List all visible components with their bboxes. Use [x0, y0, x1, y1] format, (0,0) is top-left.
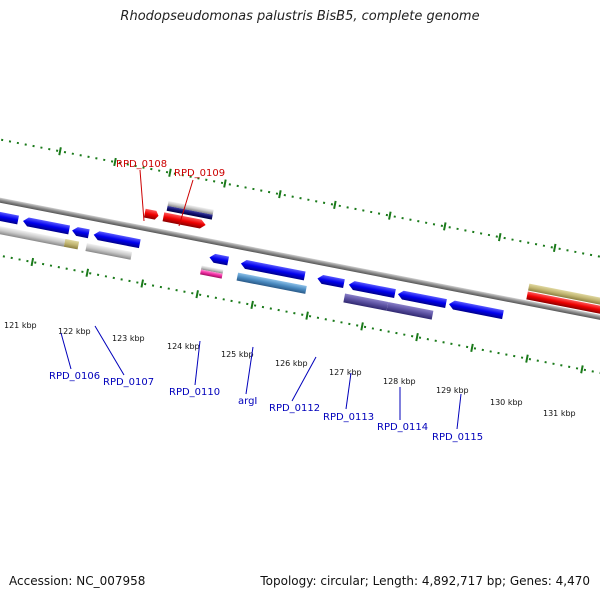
- ruler-label-124: 124 kbp: [167, 342, 200, 351]
- gene-rpd-0114-feature[interactable]: [386, 301, 434, 320]
- gene-left-arrow-2[interactable]: [71, 226, 90, 239]
- gene-label-rpd-0107[interactable]: RPD_0107: [103, 377, 154, 388]
- gene-rpd-0109-arrow[interactable]: [162, 212, 207, 229]
- gene-rpd-0110-pink-feature[interactable]: [200, 269, 223, 279]
- genome-backbone: [0, 188, 600, 336]
- ruler-label-130: 130 kbp: [490, 398, 523, 407]
- genome-title: Rhodopseudomonas palustris BisB5, comple…: [120, 9, 480, 24]
- gene-argi-arrow[interactable]: [240, 259, 306, 281]
- ruler-label-123: 123 kbp: [112, 334, 145, 343]
- gene-right-red-arrow[interactable]: [526, 291, 600, 317]
- gene-rpd-0108-feature[interactable]: [166, 205, 213, 220]
- ruler-kbp-labels: 121 kbp 122 kbp 123 kbp 124 kbp 125 kbp …: [4, 321, 576, 418]
- gene-label-rpd-0110[interactable]: RPD_0110: [169, 387, 220, 398]
- gene-rpd-0115-arrow[interactable]: [448, 300, 504, 320]
- gene-rpd-0107-arrow[interactable]: [93, 230, 141, 249]
- gene-rpd-0108-arrow[interactable]: [143, 208, 159, 221]
- gene-label-rpd-0112[interactable]: RPD_0112: [269, 403, 320, 414]
- ruler-label-131: 131 kbp: [543, 409, 576, 418]
- gene-rpd-0106-feature[interactable]: [0, 223, 66, 247]
- gene-rpd-0106-olive-feature[interactable]: [63, 238, 80, 250]
- gene-argi-feature[interactable]: [236, 272, 307, 294]
- gene-rpd-0107-feature[interactable]: [85, 243, 133, 260]
- gene-right-olive-feature[interactable]: [528, 283, 600, 308]
- gene-label-rpd-0114[interactable]: RPD_0114: [377, 422, 428, 433]
- gene-rpd-0110-arrow[interactable]: [209, 253, 230, 266]
- accession-label: Accession: NC_007958: [9, 574, 146, 588]
- ruler-label-128: 128 kbp: [383, 377, 416, 386]
- ruler-outer-major-ticks: [58, 147, 557, 252]
- ruler-inner-major-ticks: [30, 257, 584, 374]
- gene-label-rpd-0109[interactable]: RPD_0109: [174, 168, 225, 179]
- gene-rpd-0113-feature[interactable]: [343, 293, 389, 311]
- ruler-label-125: 125 kbp: [221, 350, 254, 359]
- gene-rpd-0113-arrow[interactable]: [348, 280, 396, 299]
- gene-rpd-0112-arrow[interactable]: [317, 274, 345, 289]
- rotated-map-frame: [0, 135, 600, 384]
- ruler-label-127: 127 kbp: [329, 368, 362, 377]
- gene-label-rpd-0115[interactable]: RPD_0115: [432, 432, 483, 443]
- gene-rpd-0108-cds-feature[interactable]: [167, 200, 214, 215]
- ruler-label-126: 126 kbp: [275, 359, 308, 368]
- gene-callout-lines: [60, 169, 462, 430]
- ruler-label-122: 122 kbp: [58, 327, 91, 336]
- gene-label-rpd-0113[interactable]: RPD_0113: [323, 412, 374, 423]
- gene-left-arrow-1[interactable]: [22, 217, 71, 235]
- gene-label-rpd-0106[interactable]: RPD_0106: [49, 371, 100, 382]
- gene-rpd-0110-grey-feature[interactable]: [201, 265, 224, 274]
- gene-labels: RPD_0108 RPD_0109 RPD_0106 RPD_0107 RPD_…: [49, 159, 483, 443]
- ruler-label-129: 129 kbp: [436, 386, 469, 395]
- ruler-label-121: 121 kbp: [4, 321, 37, 330]
- gene-label-argi[interactable]: argI: [238, 396, 257, 407]
- gene-left-edge-arrow[interactable]: [0, 210, 19, 225]
- gene-rpd-0114-arrow[interactable]: [397, 290, 447, 308]
- gene-label-rpd-0108[interactable]: RPD_0108: [116, 159, 167, 170]
- genome-summary: Topology: circular; Length: 4,892,717 bp…: [260, 574, 590, 588]
